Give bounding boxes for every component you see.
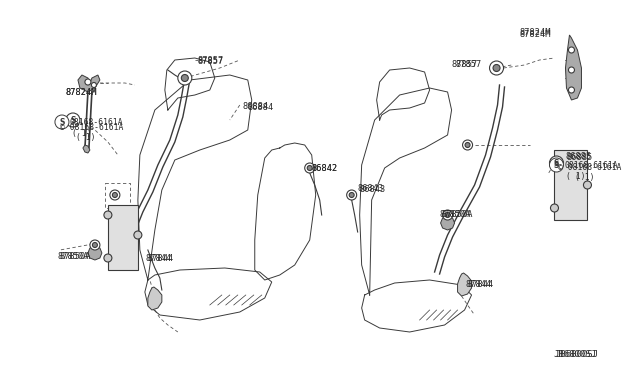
Text: ( 1): ( 1): [566, 171, 586, 180]
Text: © 08168-6161A: © 08168-6161A: [60, 123, 124, 132]
Circle shape: [55, 115, 69, 129]
Polygon shape: [78, 75, 100, 92]
Circle shape: [104, 211, 112, 219]
Circle shape: [307, 166, 312, 170]
Circle shape: [92, 83, 97, 87]
Circle shape: [181, 74, 188, 81]
Text: 86884: 86884: [248, 103, 274, 112]
Circle shape: [90, 240, 100, 250]
Text: 87844: 87844: [148, 254, 174, 263]
Text: 87824M: 87824M: [66, 88, 97, 97]
Polygon shape: [554, 150, 588, 220]
Text: 08168-6161A: 08168-6161A: [70, 118, 124, 126]
Circle shape: [584, 181, 591, 189]
Text: 87857: 87857: [452, 60, 478, 69]
Polygon shape: [108, 205, 138, 270]
Text: 08168-6161A: 08168-6161A: [564, 160, 618, 170]
Circle shape: [347, 190, 356, 200]
Circle shape: [550, 204, 559, 212]
Circle shape: [92, 243, 97, 247]
Circle shape: [110, 190, 120, 200]
Circle shape: [134, 231, 142, 239]
Text: 86842: 86842: [312, 164, 338, 173]
Text: 87850A: 87850A: [60, 252, 92, 261]
Text: © 08168-6161A: © 08168-6161A: [559, 163, 622, 172]
Text: JB6800SJ: JB6800SJ: [556, 350, 598, 359]
Text: 86843: 86843: [358, 184, 384, 193]
Text: 87824M: 87824M: [520, 28, 551, 37]
Circle shape: [550, 158, 563, 172]
Text: 86885: 86885: [566, 152, 592, 161]
Polygon shape: [440, 216, 454, 230]
Circle shape: [493, 64, 500, 71]
Circle shape: [550, 158, 559, 166]
Polygon shape: [566, 35, 582, 100]
Text: ( 1): ( 1): [575, 173, 595, 182]
Text: 87857: 87857: [456, 60, 482, 69]
Circle shape: [568, 87, 575, 93]
Text: ( 1): ( 1): [72, 128, 92, 138]
Circle shape: [113, 192, 117, 198]
Polygon shape: [458, 273, 472, 296]
Circle shape: [66, 113, 80, 127]
Text: 87844: 87844: [465, 280, 492, 289]
Text: 86843: 86843: [360, 185, 386, 194]
Circle shape: [445, 212, 450, 218]
Text: 87850A: 87850A: [58, 252, 90, 261]
Text: 87824M: 87824M: [520, 30, 551, 39]
Text: 86885: 86885: [566, 153, 593, 162]
Text: 87850A: 87850A: [442, 210, 473, 219]
Text: 87844: 87844: [146, 254, 172, 263]
Text: 87850A: 87850A: [440, 210, 471, 219]
Circle shape: [465, 142, 470, 148]
Circle shape: [178, 71, 192, 85]
Circle shape: [104, 254, 112, 262]
Text: S: S: [554, 158, 559, 167]
Polygon shape: [88, 246, 102, 260]
Circle shape: [490, 61, 504, 75]
Text: 86842: 86842: [312, 164, 338, 173]
Circle shape: [568, 47, 575, 53]
Circle shape: [85, 79, 91, 85]
Circle shape: [463, 140, 472, 150]
Text: 86884: 86884: [243, 102, 269, 111]
Text: ( 1): ( 1): [76, 133, 95, 142]
Text: JB6800SJ: JB6800SJ: [554, 350, 596, 359]
Circle shape: [568, 67, 575, 73]
Text: S: S: [70, 115, 76, 125]
Text: S: S: [60, 118, 65, 126]
Circle shape: [443, 210, 452, 220]
Polygon shape: [83, 145, 90, 153]
Circle shape: [349, 192, 354, 198]
Polygon shape: [148, 287, 162, 310]
Circle shape: [305, 163, 315, 173]
Text: 87857: 87857: [198, 57, 224, 66]
Text: 87824M: 87824M: [66, 88, 97, 97]
Circle shape: [550, 156, 563, 170]
Text: 87857: 87857: [198, 56, 224, 65]
Text: S: S: [554, 160, 559, 170]
Text: 87844: 87844: [468, 280, 494, 289]
